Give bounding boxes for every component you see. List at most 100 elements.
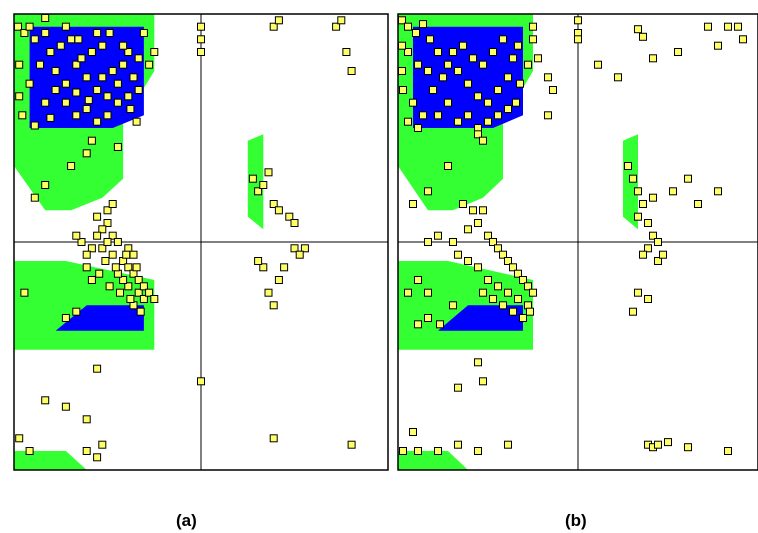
data-point: [269, 301, 278, 310]
data-point: [724, 447, 732, 455]
data-point: [674, 48, 682, 56]
data-point: [108, 67, 117, 75]
data-point: [25, 22, 34, 31]
data-point: [290, 244, 299, 253]
data-point: [544, 111, 552, 120]
data-point: [484, 276, 492, 284]
data-point: [129, 73, 138, 82]
data-point: [684, 443, 692, 452]
data-point: [414, 447, 422, 455]
data-point: [469, 206, 477, 215]
data-point: [150, 48, 159, 56]
data-point: [489, 295, 497, 303]
data-point: [134, 288, 143, 297]
data-point: [136, 307, 145, 316]
data-point: [464, 111, 472, 120]
data-point: [484, 231, 492, 240]
data-point: [634, 187, 642, 196]
data-point: [414, 276, 422, 284]
data-point: [259, 181, 268, 189]
data-point: [82, 263, 91, 272]
data-point: [512, 98, 520, 107]
data-point: [654, 257, 662, 265]
data-point: [494, 282, 502, 291]
data-point: [116, 288, 124, 297]
data-point: [98, 73, 107, 82]
data-point: [134, 54, 143, 63]
data-point: [479, 206, 487, 215]
data-point: [103, 238, 112, 246]
data-point: [93, 231, 102, 240]
data-point: [134, 86, 143, 94]
data-point: [434, 48, 442, 56]
data-point: [484, 98, 492, 107]
data-point: [494, 86, 502, 94]
data-point: [519, 314, 527, 322]
data-point: [424, 314, 432, 322]
data-point: [509, 54, 517, 63]
data-point: [419, 111, 427, 120]
data-point: [398, 41, 406, 50]
data-point: [724, 22, 732, 31]
data-point: [51, 86, 60, 94]
data-point: [126, 105, 135, 113]
data-point: [479, 288, 487, 297]
data-point: [594, 60, 602, 69]
data-point: [544, 73, 552, 82]
data-point: [248, 174, 257, 183]
data-point: [197, 377, 205, 386]
data-point: [108, 250, 117, 259]
data-point: [87, 244, 96, 253]
data-point: [424, 67, 432, 75]
data-point: [504, 288, 512, 297]
data-point: [404, 288, 412, 297]
data-point: [15, 92, 24, 101]
data-point: [129, 250, 138, 259]
data-point: [108, 200, 117, 208]
data-point: [429, 86, 437, 94]
data-point: [269, 200, 278, 208]
data-point: [694, 200, 702, 208]
data-point: [629, 307, 637, 316]
data-point: [424, 288, 432, 297]
plot-frame: [13, 13, 389, 471]
data-point: [739, 35, 747, 44]
data-point: [449, 238, 457, 246]
data-point: [424, 238, 432, 246]
data-point: [15, 60, 24, 69]
data-point: [74, 35, 83, 44]
data-point: [87, 276, 96, 284]
data-point: [414, 124, 422, 132]
data-point: [61, 98, 70, 107]
data-point: [264, 288, 273, 297]
data-point: [98, 41, 107, 50]
data-point: [574, 35, 582, 44]
data-point: [103, 92, 112, 101]
data-point: [119, 276, 128, 284]
data-point: [419, 20, 427, 29]
data-point: [87, 48, 96, 56]
data-point: [274, 16, 283, 25]
data-point: [93, 453, 102, 462]
data-point: [514, 269, 522, 278]
data-point: [529, 35, 537, 44]
data-point: [479, 136, 487, 145]
data-point: [439, 73, 447, 82]
data-point: [82, 73, 91, 82]
data-point: [644, 244, 652, 253]
data-point: [454, 117, 462, 126]
data-point: [285, 212, 294, 221]
data-point: [67, 35, 76, 44]
panel-label-b: (b): [565, 511, 587, 530]
favored-region: [29, 305, 144, 331]
data-point: [404, 22, 412, 31]
data-point: [119, 60, 128, 69]
data-point: [454, 67, 462, 75]
data-point: [534, 54, 542, 63]
data-point: [347, 440, 356, 449]
data-point: [634, 212, 642, 221]
data-point: [41, 396, 50, 405]
data-point: [342, 48, 351, 56]
data-point: [295, 250, 304, 259]
data-point: [454, 250, 462, 259]
